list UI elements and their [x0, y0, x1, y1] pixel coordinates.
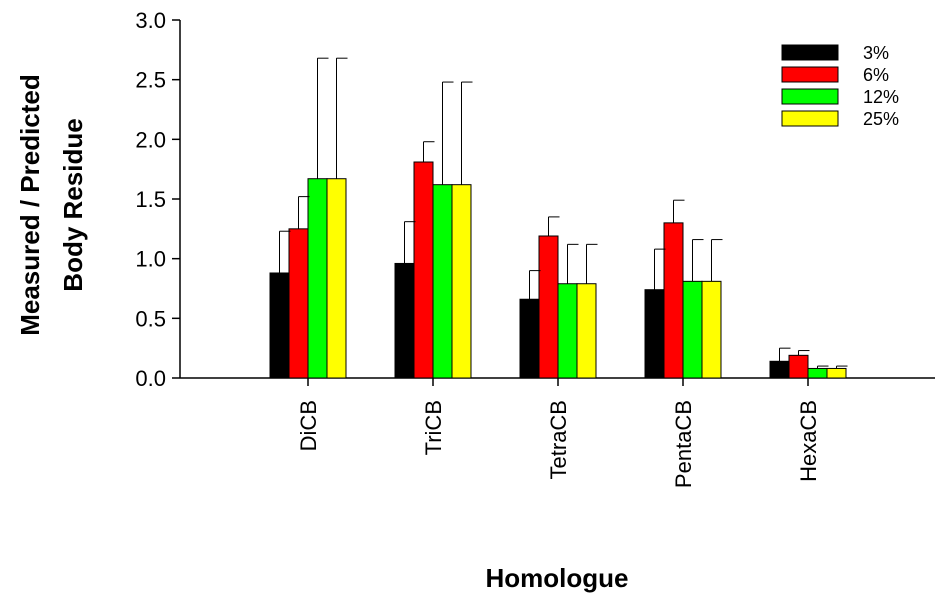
bar [701, 280, 722, 379]
legend-label: 12% [863, 87, 899, 107]
bar [307, 178, 328, 379]
legend-swatch [781, 88, 839, 105]
axes: 0.0 0.5 1.0 1.5 2.0 2.5 3.0 DiCB TriCB TetraCB Pen… [135, 8, 935, 488]
legend-swatch [781, 44, 839, 61]
bar [788, 354, 809, 379]
bar [394, 262, 415, 379]
bar [663, 222, 684, 379]
y-tick-label: 3.0 [135, 8, 166, 33]
bar [826, 367, 847, 379]
bar [413, 161, 434, 379]
y-tick-label: 1.5 [135, 187, 166, 212]
error-bars [279, 57, 848, 369]
bar [269, 272, 290, 379]
bar [769, 360, 790, 379]
bar [538, 235, 559, 379]
y-tick-label: 1.0 [135, 247, 166, 272]
bar [451, 184, 472, 379]
bar [644, 289, 665, 379]
bar [326, 178, 347, 379]
x-tick-label: DiCB [296, 400, 321, 451]
y-tick-label: 0.5 [135, 306, 166, 331]
bar [557, 283, 578, 379]
legend-swatch [781, 66, 839, 83]
bar [432, 184, 453, 379]
x-tick-label: PentaCB [671, 400, 696, 488]
bar [576, 283, 597, 379]
bar [519, 298, 540, 379]
legend-label: 3% [863, 43, 889, 63]
legend-label: 6% [863, 65, 889, 85]
bars [269, 161, 847, 379]
legend: 3%6%12%25% [781, 43, 899, 129]
y-tick-label: 2.5 [135, 68, 166, 93]
y-axis-title-line-1: Measured / Predicted [15, 74, 45, 336]
x-tick-label: HexaCB [796, 400, 821, 482]
y-axis-title-line-2: Body Residue [58, 118, 88, 291]
bar [682, 280, 703, 379]
x-axis-title: Homologue [486, 563, 629, 593]
legend-swatch [781, 110, 839, 127]
y-tick-label: 0.0 [135, 366, 166, 391]
x-tick-label: TetraCB [546, 400, 571, 479]
bar [807, 367, 828, 379]
bar [288, 228, 309, 379]
legend-label: 25% [863, 109, 899, 129]
y-tick-label: 2.0 [135, 127, 166, 152]
x-tick-label: TriCB [421, 400, 446, 455]
